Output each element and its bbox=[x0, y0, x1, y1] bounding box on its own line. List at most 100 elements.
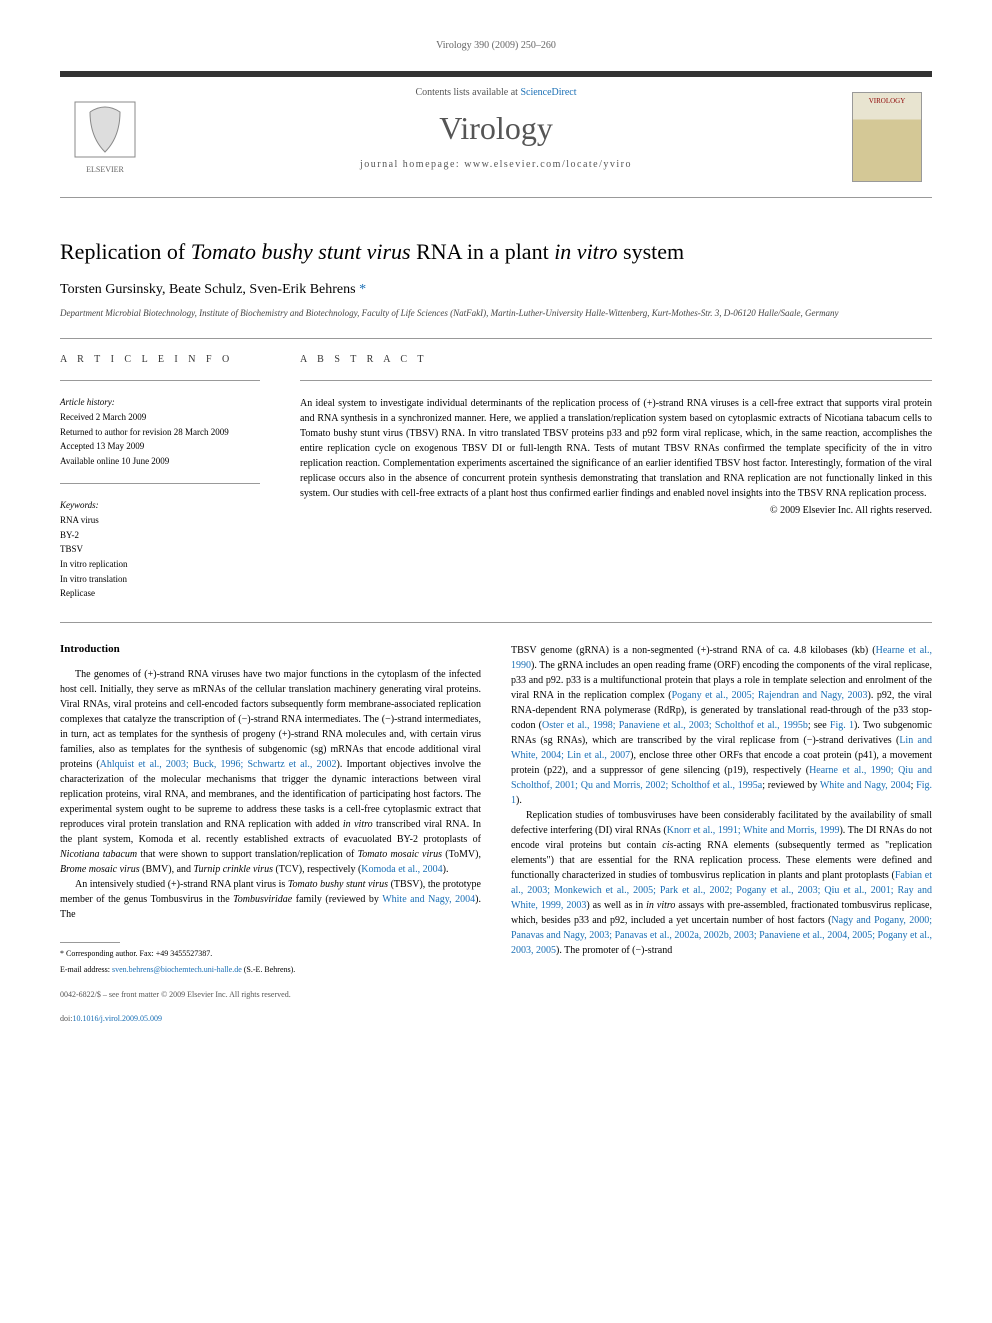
cite-link[interactable]: White and Nagy, 2004 bbox=[820, 780, 911, 791]
keywords-label: Keywords: bbox=[60, 499, 260, 512]
returned-date: Returned to author for revision 28 March… bbox=[60, 426, 260, 439]
abs-p5: replication reaction. Complementation ex… bbox=[300, 458, 932, 499]
email-suffix: (S.-E. Behrens). bbox=[242, 965, 296, 974]
article-info-sidebar: A R T I C L E I N F O Article history: R… bbox=[60, 354, 260, 602]
contents-line: Contents lists available at ScienceDirec… bbox=[150, 87, 842, 98]
c1p1g: (TCV), respectively ( bbox=[273, 864, 361, 875]
c2p1i: ). bbox=[516, 795, 522, 806]
issn-line: 0042-6822/$ – see front matter © 2009 El… bbox=[60, 990, 481, 999]
abs-i2: Tomato bushy stunt virus bbox=[300, 428, 403, 439]
title-italic-2: in vitro bbox=[554, 239, 617, 264]
abstract-text: An ideal system to investigate individua… bbox=[300, 396, 932, 501]
accepted-date: Accepted 13 May 2009 bbox=[60, 440, 260, 453]
footnote-divider bbox=[60, 942, 120, 943]
doi-line: doi:10.1016/j.virol.2009.05.009 bbox=[60, 1014, 481, 1023]
c1p2i1: Tomato bushy stunt virus bbox=[288, 879, 388, 890]
abstract-column: A B S T R A C T An ideal system to inves… bbox=[300, 354, 932, 602]
journal-cover-thumbnail: VIROLOGY bbox=[842, 77, 932, 197]
keyword-2: BY-2 bbox=[60, 529, 260, 542]
corresponding-author-link[interactable]: * bbox=[359, 282, 366, 297]
body-columns: Introduction The genomes of (+)-strand R… bbox=[60, 643, 932, 1023]
c1p2i2: Tombusviridae bbox=[233, 894, 292, 905]
author-3: Sven-Erik Behrens bbox=[249, 282, 355, 297]
kw4-italic: In vitro bbox=[60, 559, 87, 569]
keywords-block: Keywords: RNA virus BY-2 TBSV In vitro r… bbox=[60, 499, 260, 600]
corresponding-author-footnote: * Corresponding author. Fax: +49 3455527… bbox=[60, 948, 481, 959]
abs-i3: In vitro bbox=[468, 428, 498, 439]
intro-p2: An intensively studied (+)-strand RNA pl… bbox=[60, 877, 481, 922]
c2p1a: TBSV genome (gRNA) is a non-segmented (+… bbox=[511, 645, 876, 656]
cite-link[interactable]: Pogany et al., 2005; Rajendran and Nagy,… bbox=[672, 690, 868, 701]
abs-p3: (TBSV) RNA. bbox=[403, 428, 468, 439]
c1p1f: (BMV), and bbox=[140, 864, 194, 875]
authors: Torsten Gursinsky, Beate Schulz, Sven-Er… bbox=[60, 282, 932, 298]
article-info-heading: A R T I C L E I N F O bbox=[60, 354, 260, 365]
c1p1h: ). bbox=[443, 864, 449, 875]
keyword-3: TBSV bbox=[60, 543, 260, 556]
email-link[interactable]: sven.behrens@biochemtech.uni-halle.de bbox=[112, 965, 242, 974]
c1p2c: family (reviewed by bbox=[292, 894, 382, 905]
abstract-heading: A B S T R A C T bbox=[300, 354, 932, 365]
title-post-b: system bbox=[618, 239, 685, 264]
c1p2a: An intensively studied (+)-strand RNA pl… bbox=[75, 879, 288, 890]
article-title: Replication of Tomato bushy stunt virus … bbox=[60, 238, 932, 267]
abstract-divider bbox=[300, 380, 932, 381]
c1p1e: (ToMV), bbox=[442, 849, 481, 860]
cite-link[interactable]: Ahlquist et al., 2003; Buck, 1996; Schwa… bbox=[100, 759, 337, 770]
doi-link[interactable]: 10.1016/j.virol.2009.05.009 bbox=[72, 1014, 162, 1023]
c1p1i2: Nicotiana tabacum bbox=[60, 849, 137, 860]
elsevier-logo: ELSEVIER bbox=[60, 77, 150, 197]
cite-link[interactable]: Komoda et al., 2004 bbox=[361, 864, 442, 875]
c2p2d: ) as well as in bbox=[586, 900, 646, 911]
svg-text:ELSEVIER: ELSEVIER bbox=[86, 165, 124, 174]
cite-link[interactable]: Fig. 1 bbox=[830, 720, 854, 731]
intro-heading: Introduction bbox=[60, 643, 481, 655]
homepage-prefix: journal homepage: bbox=[360, 159, 464, 170]
journal-homepage: journal homepage: www.elsevier.com/locat… bbox=[150, 159, 842, 170]
cite-link[interactable]: Knorr et al., 1991; White and Morris, 19… bbox=[667, 825, 840, 836]
doi-prefix: doi: bbox=[60, 1014, 72, 1023]
c1p1i3: Tomato mosaic virus bbox=[358, 849, 442, 860]
c1p1i5: Turnip crinkle virus bbox=[194, 864, 273, 875]
c1p1a: The genomes of (+)-strand RNA viruses ha… bbox=[60, 669, 481, 770]
intro-p3: Replication studies of tombusviruses hav… bbox=[511, 808, 932, 958]
email-footnote: E-mail address: sven.behrens@biochemtech… bbox=[60, 964, 481, 975]
intro-p1: The genomes of (+)-strand RNA viruses ha… bbox=[60, 667, 481, 877]
intro-p2-cont: TBSV genome (gRNA) is a non-segmented (+… bbox=[511, 643, 932, 808]
author-1: Torsten Gursinsky bbox=[60, 282, 162, 297]
title-italic-1: Tomato bushy stunt virus bbox=[191, 239, 411, 264]
author-2: Beate Schulz bbox=[169, 282, 242, 297]
sciencedirect-link[interactable]: ScienceDirect bbox=[520, 87, 576, 98]
abs-i1: Nicotiana tabacum bbox=[825, 413, 901, 424]
abs-i4: in vitro bbox=[901, 443, 932, 454]
cite-link[interactable]: Oster et al., 1998; Panaviene et al., 20… bbox=[542, 720, 808, 731]
kw4-post: replication bbox=[87, 559, 128, 569]
c2p1d: ; see bbox=[808, 720, 830, 731]
journal-header-center: Contents lists available at ScienceDirec… bbox=[150, 77, 842, 197]
title-post-a: RNA in a plant bbox=[411, 239, 555, 264]
c2p1g: ; reviewed by bbox=[762, 780, 820, 791]
cite-link[interactable]: White and Nagy, 2004 bbox=[382, 894, 475, 905]
c2p2f: ). The promoter of (−)-strand bbox=[556, 945, 672, 956]
body-col-right: TBSV genome (gRNA) is a non-segmented (+… bbox=[511, 643, 932, 1023]
keyword-4: In vitro replication bbox=[60, 558, 260, 571]
c2p2i1: cis bbox=[662, 840, 673, 851]
homepage-url: www.elsevier.com/locate/yviro bbox=[464, 159, 632, 170]
keyword-5: In vitro translation bbox=[60, 573, 260, 586]
history-label: Article history: bbox=[60, 396, 260, 409]
c1p1d: that were shown to support translation/r… bbox=[137, 849, 357, 860]
abstract-copyright: © 2009 Elsevier Inc. All rights reserved… bbox=[300, 505, 932, 516]
info-divider-2 bbox=[60, 483, 260, 484]
received-date: Received 2 March 2009 bbox=[60, 411, 260, 424]
running-header: Virology 390 (2009) 250–260 bbox=[60, 40, 932, 51]
c2p2i2: in vitro bbox=[646, 900, 675, 911]
kw5-post: translation bbox=[87, 574, 127, 584]
info-divider-1 bbox=[60, 380, 260, 381]
cover-label: VIROLOGY bbox=[852, 92, 922, 182]
journal-title: Virology bbox=[150, 110, 842, 147]
keyword-1: RNA virus bbox=[60, 514, 260, 527]
divider-1 bbox=[60, 338, 932, 339]
title-pre: Replication of bbox=[60, 239, 191, 264]
available-date: Available online 10 June 2009 bbox=[60, 455, 260, 468]
abs-p2: cells to bbox=[900, 413, 932, 424]
